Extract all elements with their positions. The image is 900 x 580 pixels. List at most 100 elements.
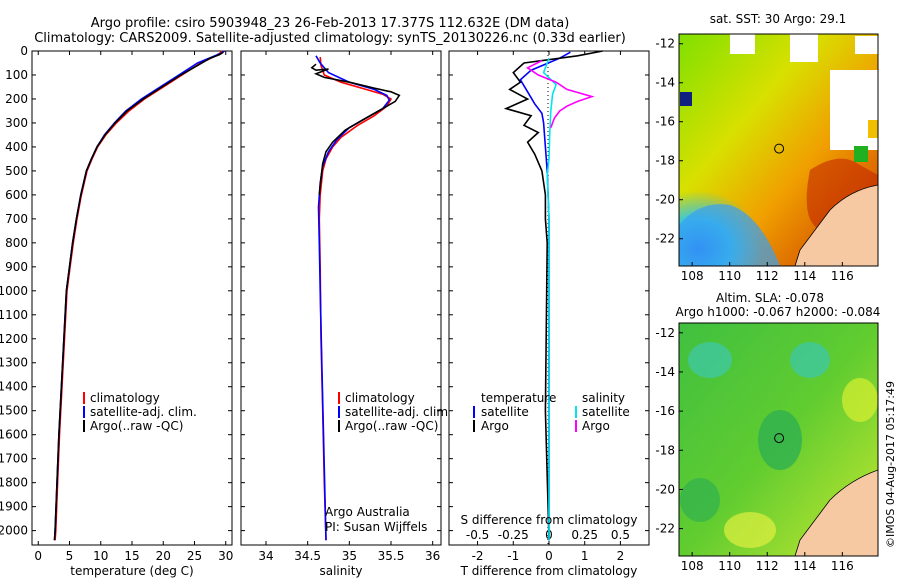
top-tick-label: 0.5: [611, 528, 630, 542]
difference-x-axis: -2 -1 0 1 2-0.5 -0.25 0 0.25 0.5: [466, 51, 630, 563]
title-line-1: Argo profile: csiro 5903948_23 26-Feb-20…: [91, 16, 570, 31]
map-y-tick-label: -16: [655, 115, 675, 129]
temperature-axes-frame: [31, 50, 233, 546]
x-tick-label: 35.5: [378, 549, 405, 563]
difference-panel: -2 -1 0 1 2-0.5 -0.25 0 0.25 0.5 T difference fr…: [448, 50, 650, 578]
legend-argo: Argo(..raw -QC): [345, 419, 438, 433]
x-tick-label: 1: [581, 549, 589, 563]
cloud-gap: [855, 36, 878, 54]
x-tick-label: 0: [34, 549, 42, 563]
sla-low-blob: [680, 478, 720, 522]
sla-title-line-2: Argo h1000: -0.067 h2000: -0.084: [676, 305, 881, 319]
australia-land: [794, 469, 878, 556]
sst-map-frame: [678, 33, 879, 267]
temperature-xlabel: temperature (deg C): [70, 564, 193, 578]
x-tick-label: 25: [187, 549, 202, 563]
y-tick-label: 2000: [0, 524, 28, 538]
difference-lines: [503, 50, 603, 541]
series-s-argo: [526, 59, 595, 128]
salinity-axes-frame: [240, 50, 442, 546]
y-tick-label: 1200: [0, 332, 28, 346]
map-y-tick-label: -12: [655, 37, 675, 51]
y-tick-label: 1700: [0, 452, 28, 466]
series-argo-raw-qc-: [310, 63, 401, 195]
legend-s-satellite: satellite: [582, 405, 630, 419]
y-tick-label: 0: [20, 44, 28, 58]
top-tick-label: -0.5: [466, 528, 489, 542]
australia-land: [794, 184, 878, 266]
sst-pixel: [854, 146, 868, 162]
sla-title-line-1: Altim. SLA: -0.078: [716, 291, 824, 305]
sla-low-blob: [758, 410, 802, 470]
y-tick-label: 1100: [0, 308, 28, 322]
legend-s-argo: Argo: [582, 419, 610, 433]
map-x-tick-label: 108: [681, 269, 704, 283]
map-y-tick-label: -22: [655, 232, 675, 246]
legend-climatology: climatology: [90, 391, 160, 405]
x-tick-label: 2: [617, 549, 625, 563]
series-argo-raw-qc-: [53, 51, 224, 541]
temperature-x-axis: 0 5 10 15 20 25 30: [34, 51, 233, 563]
salinity-panel: 34 34.5 35 35.5 36 salinity climatology sate…: [240, 50, 452, 578]
temperature-panel: 0100200300400500600700800900100011001200…: [0, 44, 233, 578]
sla-map-axes: 108 110 112 114 116 -12 -14 -16 -18 -20 -22: [655, 326, 853, 573]
title-line-2: Climatology: CARS2009. Satellite-adjuste…: [34, 31, 626, 46]
map-x-tick-label: 114: [793, 269, 816, 283]
map-y-tick-label: -18: [655, 154, 675, 168]
map-y-tick-label: -14: [655, 365, 675, 379]
y-tick-label: 1300: [0, 356, 28, 370]
map-y-tick-label: -18: [655, 443, 675, 457]
x-tick-label: 20: [156, 549, 171, 563]
sst-map-panel: sat. SST: 30 Argo: 29.1 108 110 112 114 116 -…: [655, 12, 879, 283]
x-tick-label: 36: [425, 549, 440, 563]
map-x-tick-label: 110: [718, 269, 741, 283]
x-tick-label: 34: [258, 549, 273, 563]
difference-xlabel: T difference from climatology: [460, 564, 638, 578]
legend-climatology: climatology: [345, 391, 415, 405]
salinity-y-ticks: [241, 50, 441, 532]
x-tick-label: 34.5: [294, 549, 321, 563]
x-tick-label: 15: [124, 549, 139, 563]
legend-salinity-title: salinity: [582, 391, 625, 405]
legend-t-satellite: satellite: [481, 405, 529, 419]
y-tick-label: 300: [5, 116, 28, 130]
map-x-tick-label: 108: [681, 559, 704, 573]
top-tick-label: 0.25: [571, 528, 598, 542]
x-tick-label: -2: [472, 549, 484, 563]
sla-high-blob: [842, 378, 878, 422]
y-tick-label: 400: [5, 140, 28, 154]
sla-map-panel: Altim. SLA: -0.078 Argo h1000: -0.067 h2…: [655, 291, 880, 573]
temperature-lines: [53, 50, 225, 541]
difference-legend: temperature satellite Argo salinity sate…: [473, 391, 630, 433]
sla-map-frame: [678, 322, 879, 557]
sst-map-title: sat. SST: 30 Argo: 29.1: [710, 12, 847, 26]
sst-map-axes: 108 110 112 114 116 -12 -14 -16 -18 -20 -22: [655, 37, 853, 283]
sst-pixel: [680, 92, 692, 106]
difference-xlabel-top: S difference from climatology: [461, 513, 638, 527]
sst-blue-region: [679, 204, 780, 266]
x-tick-label: 0: [545, 549, 553, 563]
y-tick-label: 500: [5, 164, 28, 178]
argo-location-marker: [774, 143, 785, 154]
series-t-argo: [503, 50, 603, 541]
map-x-tick-label: 110: [718, 559, 741, 573]
pi-label: PI: Susan Wijffels: [325, 520, 427, 534]
salinity-legend: climatology satellite-adj. clim. Argo(..…: [338, 391, 452, 433]
salinity-lines: [310, 55, 401, 541]
salinity-x-axis: 34 34.5 35 35.5 36: [258, 51, 440, 563]
sla-low-blob: [790, 342, 830, 378]
x-tick-label: 5: [66, 549, 74, 563]
y-tick-label: 900: [5, 260, 28, 274]
legend-satellite: satellite-adj. clim.: [90, 405, 197, 419]
depth-axis: 0 100 200 300 400 500 600 700 800 900 1000 1100 1200…: [0, 44, 232, 538]
sst-pixel: [868, 120, 878, 138]
salinity-xlabel: salinity: [319, 564, 362, 578]
x-tick-label: 30: [218, 549, 233, 563]
x-tick-label: 10: [93, 549, 108, 563]
map-y-tick-label: -12: [655, 326, 675, 340]
top-tick-label: -0.25: [498, 528, 529, 542]
legend-satellite: satellite-adj. clim.: [345, 405, 452, 419]
sla-high-blob: [724, 512, 776, 548]
map-y-tick-label: -20: [655, 193, 675, 207]
